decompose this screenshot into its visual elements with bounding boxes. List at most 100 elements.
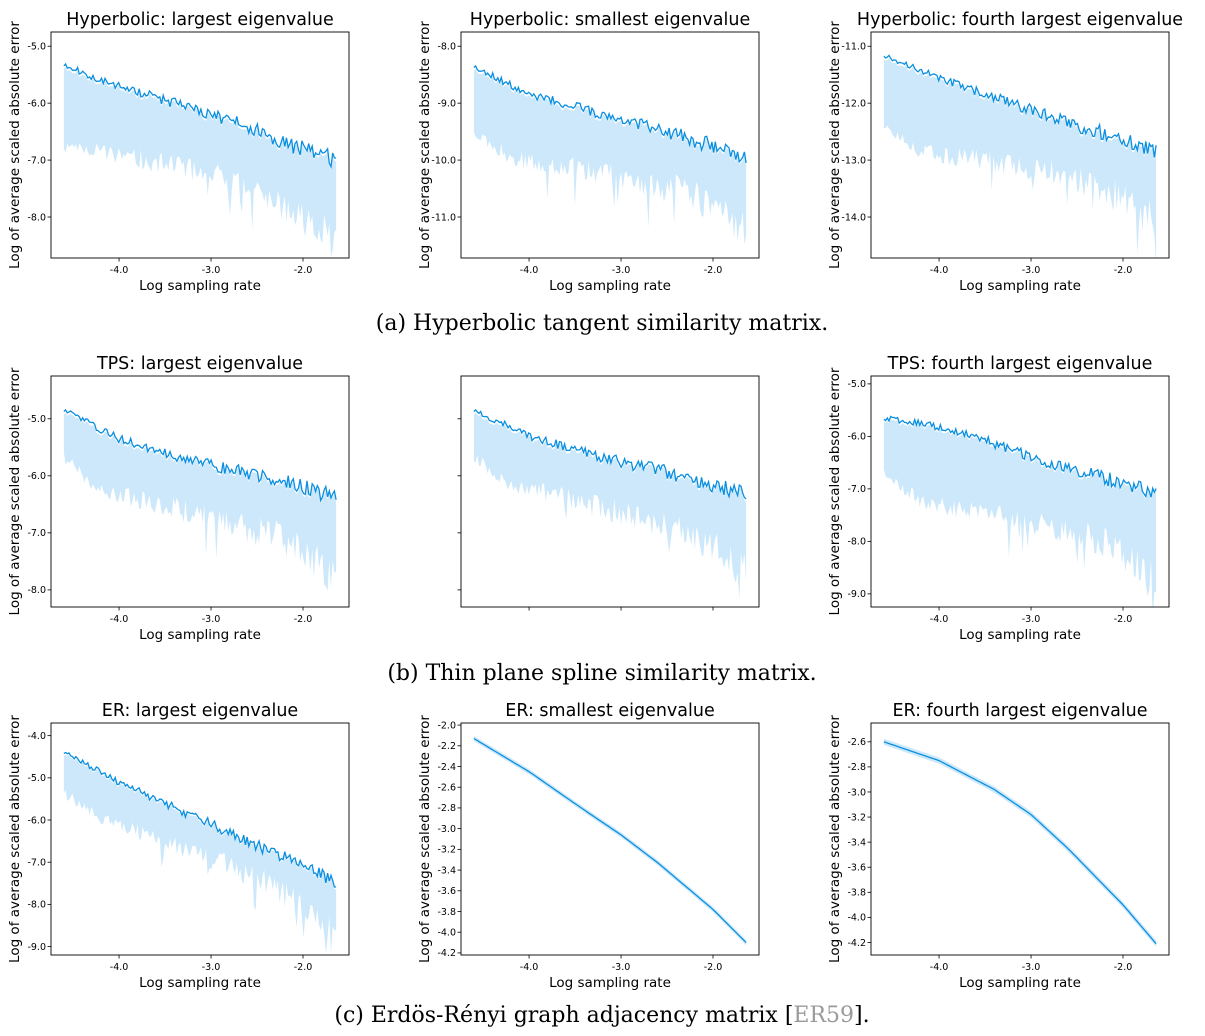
- x-tick-label: -3.0: [612, 962, 631, 973]
- y-tick-label: -5.0: [27, 42, 46, 53]
- axes-frame: [50, 375, 350, 608]
- x-tick-label: -4.0: [930, 614, 949, 625]
- y-tick-label: -3.2: [847, 812, 866, 823]
- chart-panel-7: -4.0 -3.0 -2.0 -2.0 -2.2 -2.4 -2.6 -2.8 -3.0 -3.2…: [417, 701, 760, 991]
- y-tick-label: -3.8: [847, 888, 866, 899]
- y-tick-label: -8.0: [27, 900, 46, 911]
- confidence-band: [63, 412, 337, 591]
- axes-frame: [870, 722, 1170, 956]
- series-line: [63, 62, 337, 170]
- axes-frame: [460, 722, 760, 956]
- y-tick-label: -2.6: [847, 737, 866, 748]
- x-tick-label: -2.0: [294, 614, 313, 625]
- y-tick-label: -4.0: [847, 913, 866, 924]
- chart-panel-8: -4.0 -3.0 -2.0 -2.6 -2.8 -3.0 -3.2 -3.4 -3.6 -3.8…: [827, 701, 1170, 991]
- x-tick-label: -3.0: [1022, 962, 1041, 973]
- y-tick-label: -4.0: [27, 731, 46, 742]
- x-axis-label: Log sampling rate: [139, 278, 261, 294]
- y-tick-label: -10.0: [431, 155, 456, 166]
- y-tick-label: -2.8: [437, 803, 456, 814]
- chart-title: TPS: largest eigenvalue: [96, 354, 303, 374]
- y-tick-label: -4.2: [437, 948, 456, 959]
- x-axis-label: Log sampling rate: [959, 627, 1081, 643]
- confidence-band: [473, 735, 747, 946]
- chart-title: Hyperbolic: smallest eigenvalue: [470, 10, 751, 30]
- x-tick-label: -3.0: [1022, 614, 1041, 625]
- caption-b: (b) Thin plane spline similarity matrix.: [387, 661, 816, 686]
- y-tick-label: -3.6: [437, 886, 456, 897]
- caption-a: (a) Hyperbolic tangent similarity matrix…: [376, 311, 828, 336]
- series-line: [883, 54, 1157, 158]
- y-axis-label: Log of average scaled absolute error: [7, 21, 23, 269]
- series-line: [883, 415, 1157, 499]
- y-tick-label: -6.0: [27, 471, 46, 482]
- x-axis-label: Log sampling rate: [549, 975, 671, 991]
- confidence-band: [473, 68, 747, 245]
- caption-c: (c) Erdös-Rényi graph adjacency matrix […: [334, 1003, 869, 1028]
- y-tick-label: -5.0: [847, 379, 866, 390]
- plot-area: [63, 751, 337, 954]
- x-tick-label: -2.0: [1114, 962, 1133, 973]
- chart-title: ER: fourth largest eigenvalue: [892, 701, 1147, 721]
- series-line: [473, 64, 747, 164]
- y-tick-label: -5.0: [27, 773, 46, 784]
- x-axis-label: Log sampling rate: [549, 278, 671, 294]
- confidence-band: [63, 754, 337, 954]
- caption-c-text: (c) Erdös-Rényi graph adjacency matrix [: [334, 1003, 793, 1028]
- y-tick-label: -3.4: [437, 865, 456, 876]
- confidence-band: [883, 58, 1157, 258]
- chart-panel-0: -4.0 -3.0 -2.0 -5.0 -6.0 -7.0 -8.0 Hyperbolic: …: [7, 10, 350, 294]
- y-tick-label: -9.0: [27, 942, 46, 953]
- y-axis-label: Log of average scaled absolute error: [827, 715, 843, 963]
- x-tick-label: -2.0: [704, 265, 723, 276]
- x-axis-label: Log sampling rate: [139, 975, 261, 991]
- confidence-band: [883, 419, 1157, 607]
- y-tick-label: -8.0: [27, 212, 46, 223]
- x-tick-label: -4.0: [110, 962, 129, 973]
- x-axis-label: Log sampling rate: [959, 975, 1081, 991]
- x-tick-label: -2.0: [1114, 265, 1133, 276]
- series-line: [883, 741, 1157, 945]
- y-tick-label: -8.0: [847, 537, 866, 548]
- y-tick-label: -11.0: [841, 42, 866, 53]
- chart-title: ER: smallest eigenvalue: [505, 701, 714, 721]
- y-tick-label: -3.8: [437, 907, 456, 918]
- x-tick-label: -3.0: [612, 265, 631, 276]
- axes-frame: [460, 375, 760, 608]
- y-tick-label: -6.0: [847, 432, 866, 443]
- x-tick-label: -2.0: [704, 962, 723, 973]
- series-line: [63, 408, 337, 503]
- x-axis-label: Log sampling rate: [139, 627, 261, 643]
- confidence-band: [63, 66, 337, 258]
- x-tick-label: -3.0: [1022, 265, 1041, 276]
- plot-area: [883, 738, 1157, 947]
- y-tick-label: -7.0: [27, 858, 46, 869]
- y-tick-label: -13.0: [841, 155, 866, 166]
- chart-title: Hyperbolic: largest eigenvalue: [66, 10, 334, 30]
- plot-area: [473, 64, 747, 245]
- y-axis-label: Log of average scaled absolute error: [417, 21, 433, 269]
- y-tick-label: -2.0: [437, 720, 456, 731]
- x-tick-label: -4.0: [930, 265, 949, 276]
- x-axis-label: Log sampling rate: [959, 278, 1081, 294]
- series-line: [63, 751, 337, 888]
- plot-area: [63, 62, 337, 258]
- y-tick-label: -2.6: [437, 783, 456, 794]
- axes-frame: [870, 375, 1170, 608]
- axes-frame: [50, 722, 350, 956]
- plot-area: [883, 415, 1157, 607]
- y-tick-label: -8.0: [437, 42, 456, 53]
- y-tick-label: -4.0: [437, 928, 456, 939]
- x-tick-label: -4.0: [930, 962, 949, 973]
- y-tick-label: -3.4: [847, 837, 866, 848]
- x-tick-label: -3.0: [202, 614, 221, 625]
- plot-area: [883, 54, 1157, 258]
- y-tick-label: -6.0: [27, 815, 46, 826]
- axes-frame: [870, 31, 1170, 259]
- y-tick-label: -9.0: [437, 98, 456, 109]
- axes-frame: [50, 31, 350, 259]
- y-axis-label: Log of average scaled absolute error: [417, 715, 433, 963]
- y-tick-label: -3.0: [847, 787, 866, 798]
- y-tick-label: -11.0: [431, 212, 456, 223]
